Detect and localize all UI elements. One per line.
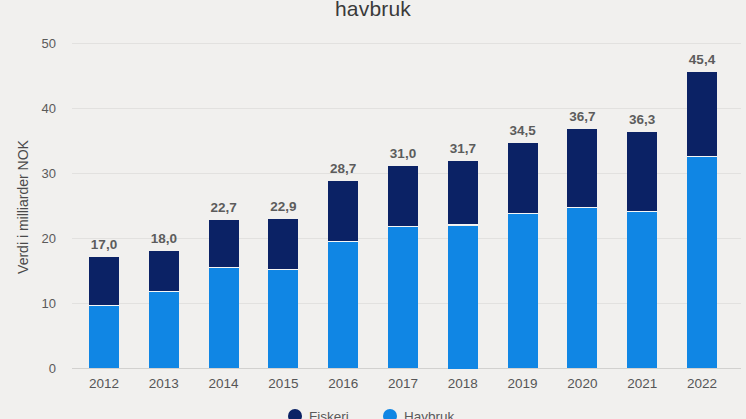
x-tick-label: 2014 bbox=[194, 376, 254, 391]
bar-total-label: 17,0 bbox=[74, 237, 134, 252]
bar-segment-havbruk-2016 bbox=[328, 242, 358, 368]
bar-total-label: 31,7 bbox=[433, 141, 493, 156]
y-tick-label: 10 bbox=[22, 297, 56, 311]
legend-marker-havbruk bbox=[383, 409, 397, 419]
x-tick-label: 2017 bbox=[373, 376, 433, 391]
chart-figure: havbruk Verdi i milliarder NOK 010203040… bbox=[0, 0, 746, 419]
bar-segment-havbruk-2018 bbox=[448, 226, 478, 369]
bar-segment-fiskeri-2014 bbox=[209, 220, 239, 267]
legend: FiskeriHavbruk bbox=[0, 0, 746, 30]
bar-segment-havbruk-2022 bbox=[687, 157, 717, 369]
x-tick-label: 2022 bbox=[672, 376, 732, 391]
y-gridline bbox=[72, 43, 741, 44]
x-tick-label: 2015 bbox=[253, 376, 313, 391]
legend-marker-fiskeri bbox=[288, 409, 302, 419]
bar-segment-fiskeri-2022 bbox=[687, 72, 717, 155]
bar-total-label: 31,0 bbox=[373, 146, 433, 161]
y-tick-label: 50 bbox=[22, 37, 56, 51]
bar-total-label: 34,5 bbox=[493, 123, 553, 138]
y-tick-label: 20 bbox=[22, 232, 56, 246]
bar-segment-havbruk-2015 bbox=[268, 270, 298, 369]
bar-segment-fiskeri-2015 bbox=[268, 219, 298, 269]
plot-area: 0 10 20 30 40 50 17,0 2012 18,0 2013 22,7 2014 22,9 2… bbox=[0, 0, 746, 419]
bar-total-label: 22,9 bbox=[253, 199, 313, 214]
x-tick-label: 2019 bbox=[493, 376, 553, 391]
bar-segment-havbruk-2020 bbox=[567, 208, 597, 369]
legend-label: Havbruk bbox=[404, 409, 454, 419]
bar-segment-havbruk-2017 bbox=[388, 227, 418, 369]
y-tick-label: 40 bbox=[22, 102, 56, 116]
bar-segment-fiskeri-2019 bbox=[508, 143, 538, 213]
bar-segment-havbruk-2012 bbox=[89, 306, 119, 368]
bar-total-label: 28,7 bbox=[313, 161, 373, 176]
bar-segment-fiskeri-2018 bbox=[448, 161, 478, 224]
x-tick-label: 2016 bbox=[313, 376, 373, 391]
y-gridline bbox=[72, 108, 741, 109]
y-tick-label: 30 bbox=[22, 167, 56, 181]
bar-segment-fiskeri-2013 bbox=[149, 251, 179, 291]
bar-segment-havbruk-2013 bbox=[149, 292, 179, 369]
bar-total-label: 36,3 bbox=[612, 112, 672, 127]
x-tick-label: 2012 bbox=[74, 376, 134, 391]
bar-segment-havbruk-2019 bbox=[508, 214, 538, 369]
bar-total-label: 36,7 bbox=[552, 109, 612, 124]
x-tick-label: 2020 bbox=[552, 376, 612, 391]
y-tick-label: 0 bbox=[22, 362, 56, 376]
bar-total-label: 22,7 bbox=[194, 200, 254, 215]
bar-segment-fiskeri-2021 bbox=[627, 132, 657, 211]
x-tick-label: 2018 bbox=[433, 376, 493, 391]
bar-segment-fiskeri-2017 bbox=[388, 166, 418, 226]
bar-segment-fiskeri-2012 bbox=[89, 257, 119, 305]
bar-segment-havbruk-2021 bbox=[627, 212, 657, 369]
x-tick-label: 2021 bbox=[612, 376, 672, 391]
x-tick-label: 2013 bbox=[134, 376, 194, 391]
bar-segment-fiskeri-2020 bbox=[567, 129, 597, 207]
bar-total-label: 18,0 bbox=[134, 231, 194, 246]
bar-total-label: 45,4 bbox=[672, 52, 732, 67]
legend-label: Fiskeri bbox=[309, 409, 349, 419]
bar-segment-havbruk-2014 bbox=[209, 268, 239, 368]
bar-segment-fiskeri-2016 bbox=[328, 181, 358, 241]
